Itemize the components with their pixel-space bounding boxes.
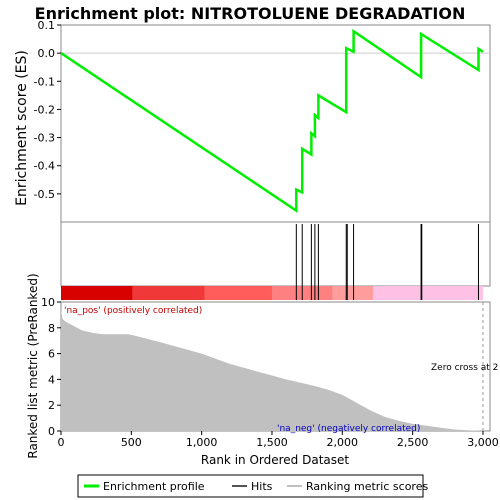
metric-xtick-label: 1,500 (256, 436, 288, 449)
es-panel-frame (60, 24, 491, 223)
metric-ytick-label: 0 (48, 425, 55, 438)
es-line (60, 28, 484, 214)
negative-corr-label: 'na_neg' (negatively correlated) (277, 424, 420, 434)
positive-corr-label: 'na_pos' (positively correlated) (64, 306, 202, 316)
legend-label-metric: Ranking metric scores (306, 480, 428, 493)
gradient-segment (332, 286, 374, 300)
metric-xtick-label: 2,000 (327, 436, 359, 449)
es-ytick-label: -0.3 (34, 132, 55, 145)
es-ytick-label: 0.1 (38, 19, 56, 32)
gradient-segment (61, 286, 133, 300)
metric-xtick-label: 500 (121, 436, 142, 449)
metric-ylabel: Ranked list metric (PreRanked) (26, 273, 40, 458)
gradient-segment (132, 286, 205, 300)
legend-box (77, 474, 424, 498)
metric-xtick-label: 1,000 (186, 436, 218, 449)
legend-label-enrichment: Enrichment profile (103, 480, 205, 493)
es-ylabel: Enrichment score (ES) (14, 50, 30, 206)
metric-ytick-label: 6 (48, 348, 55, 361)
legend-label-hits: Hits (251, 480, 273, 493)
metric-xtick-label: 3,000 (467, 436, 499, 449)
metric-ytick-label: 2 (48, 399, 55, 412)
chart-title: Enrichment plot: NITROTOLUENE DEGRADATIO… (35, 4, 466, 23)
es-ytick-label: -0.5 (34, 188, 55, 201)
hits-panel-frame (60, 221, 491, 287)
zero-cross-label: Zero cross at 2 (431, 363, 498, 373)
legend: Enrichment profile Hits Ranking metric s… (77, 474, 428, 498)
metric-xlabel: Rank in Ordered Dataset (201, 453, 349, 467)
metric-xtick-label: 0 (58, 436, 65, 449)
metric-area (61, 309, 483, 431)
gradient-segment (373, 286, 483, 300)
gradient-segment (204, 286, 272, 300)
metric-panel: 'na_pos' (positively correlated) 'na_neg… (26, 273, 499, 467)
es-ytick-label: -0.4 (34, 160, 55, 173)
es-ytick-label: 0.0 (38, 47, 56, 60)
es-panel: 0.1 0.0 -0.1 -0.2 -0.3 -0.4 -0.5 Enrichment sc… (14, 19, 491, 223)
metric-ytick-label: 8 (48, 322, 55, 335)
metric-ytick-label: 10 (41, 296, 55, 309)
hits-panel (60, 221, 491, 300)
es-ytick-label: -0.1 (34, 75, 55, 88)
metric-xtick-label: 2,500 (397, 436, 429, 449)
es-ytick-label: -0.2 (34, 103, 55, 116)
metric-ytick-label: 4 (48, 373, 55, 386)
